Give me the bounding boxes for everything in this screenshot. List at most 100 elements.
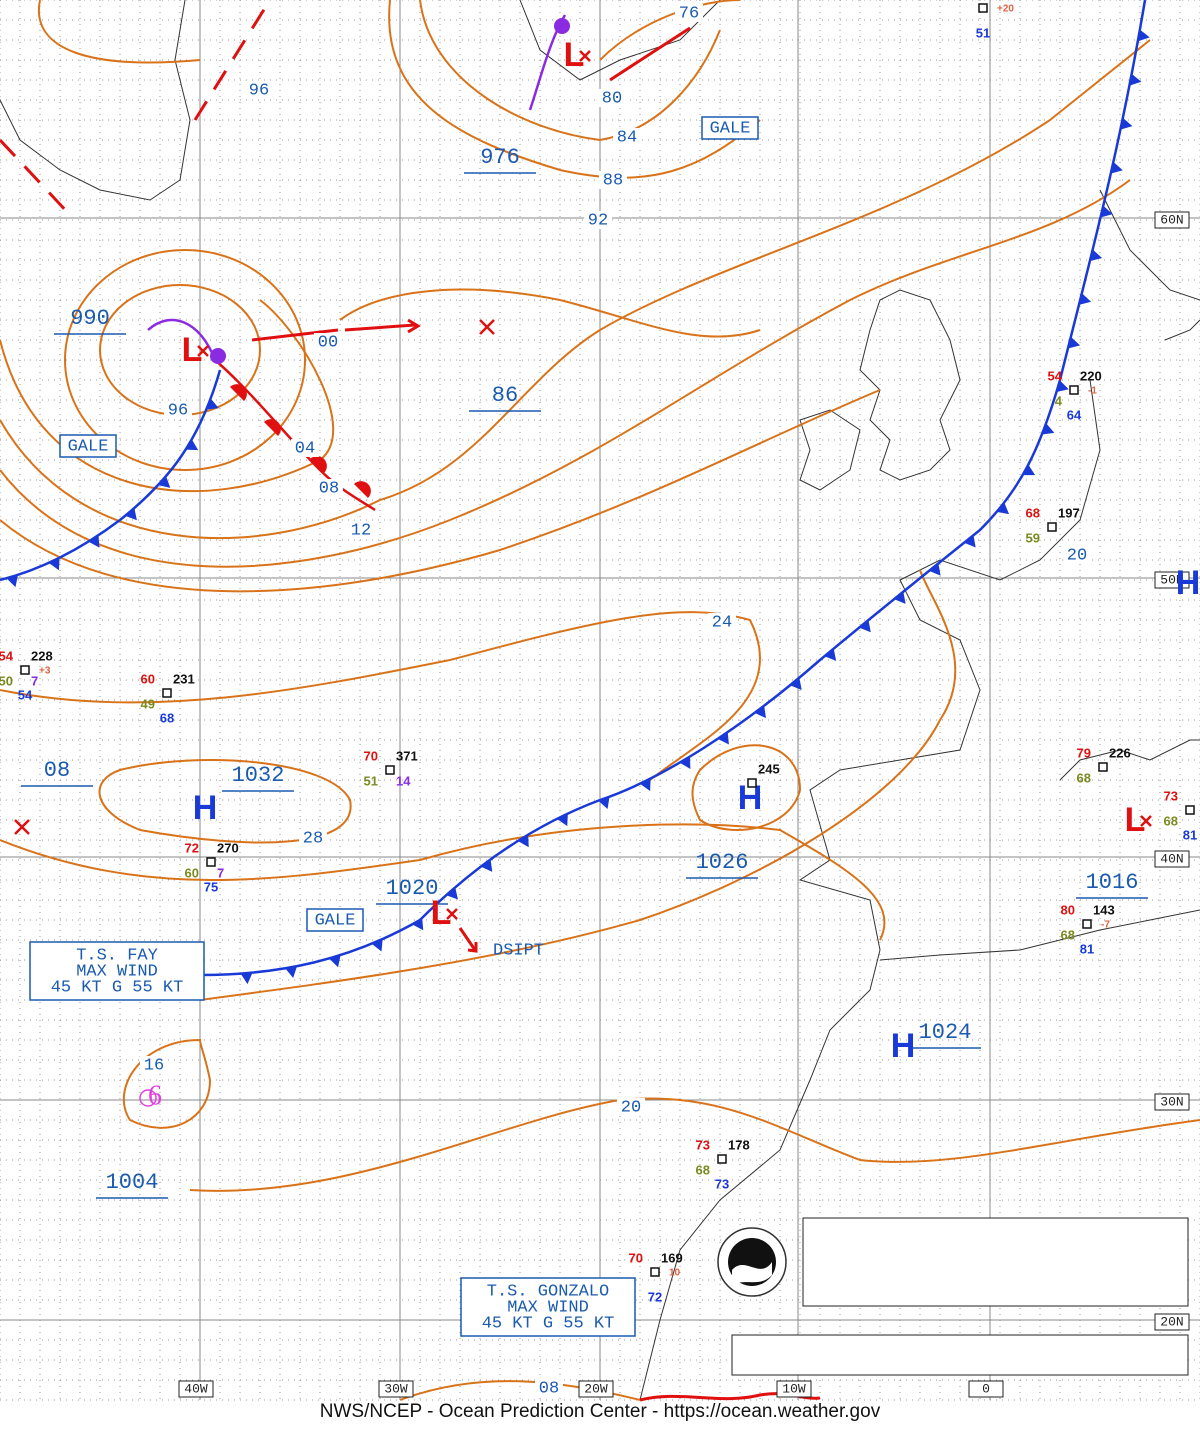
- warm-front-bump: [230, 384, 247, 401]
- cold-front-tooth: [88, 535, 100, 548]
- cold-front-tooth: [240, 972, 253, 985]
- station-sst: 72: [648, 1289, 662, 1304]
- station-dew: 68: [1164, 813, 1178, 828]
- station-temp: 68: [1026, 505, 1040, 520]
- storm-name: T.S. FAY: [76, 946, 158, 965]
- pressure-label: 1026: [696, 850, 749, 875]
- isobar-label-bg: [535, 1379, 563, 1397]
- cold-front-tooth: [285, 966, 298, 979]
- cold-front-tooth: [1120, 117, 1133, 130]
- station-id: 245: [758, 761, 780, 776]
- pressure-label: 86: [492, 383, 518, 408]
- pressure-label: 1020: [386, 876, 439, 901]
- isobar-label: 88: [603, 171, 623, 190]
- isobar-label: 16: [144, 1056, 164, 1075]
- isobar-label-bg: [598, 89, 626, 107]
- cold-front-tooth: [1129, 73, 1142, 86]
- cold-front-tooth: [790, 677, 802, 690]
- cold-front-tooth: [1089, 249, 1103, 262]
- footer: NWS/NCEP - Ocean Prediction Center - htt…: [320, 1401, 881, 1422]
- station: [978, 3, 988, 13]
- warning-box: [306, 908, 364, 932]
- cold-front-tooth: [824, 648, 837, 661]
- station: [1185, 805, 1195, 815]
- station-wave: 14: [396, 773, 411, 788]
- station-id: 270: [217, 840, 239, 855]
- low-x: [579, 50, 591, 62]
- station-sst: 81: [1080, 941, 1094, 956]
- track-label: DSIPT: [493, 941, 544, 960]
- station: [162, 688, 172, 698]
- station-temp: 79: [1077, 745, 1091, 760]
- lat-label: 20N: [1160, 1314, 1183, 1329]
- cold-front-tooth: [1041, 423, 1055, 435]
- station: [1098, 762, 1108, 772]
- cold-front-tooth: [679, 756, 691, 770]
- station-id: 197: [1058, 505, 1080, 520]
- lat-label-bg: [1154, 1093, 1190, 1111]
- station-temp: 60: [141, 671, 155, 686]
- station: [385, 765, 395, 775]
- isobar-label-bg: [599, 171, 627, 189]
- station-dew: 4: [1055, 393, 1063, 408]
- storm-name: T.S. GONZALO: [487, 1282, 609, 1301]
- isobar-label: 76: [679, 4, 699, 23]
- isobar-label-bg: [675, 4, 703, 22]
- station-tend: -1: [1088, 386, 1097, 397]
- warm-front-bump: [264, 419, 281, 436]
- station-temp: 73: [696, 1137, 710, 1152]
- cold-front-tooth: [412, 917, 424, 931]
- storm-line: 45 KT G 55 KT: [482, 1314, 615, 1333]
- cold-front-tooth: [446, 887, 458, 900]
- isobar-label: 08: [539, 1379, 559, 1398]
- low-x: [1140, 815, 1152, 827]
- lat-label-bg: [1154, 211, 1190, 229]
- isobar-label: 92: [588, 211, 608, 230]
- isobar-label: 80: [602, 89, 622, 108]
- pressure-label: 08: [44, 758, 70, 783]
- station-id: 371: [396, 748, 418, 763]
- lon-label-bg: [378, 1380, 414, 1398]
- station-temp: 54: [1048, 368, 1063, 383]
- station: [206, 857, 216, 867]
- pressure-label: 976: [480, 145, 520, 170]
- cold-front-tooth: [1067, 336, 1081, 349]
- storm-symbols: 6: [139, 1080, 162, 1111]
- cold-front-tooth: [717, 732, 729, 745]
- station-sst: 81: [1183, 827, 1197, 842]
- storm-line: MAX WIND: [76, 962, 158, 981]
- cold-front-tooth: [480, 859, 493, 872]
- isobar-label-bg: [1063, 546, 1091, 564]
- station: [747, 778, 757, 788]
- station-temp: 80: [1061, 902, 1075, 917]
- isobar-label: 20: [621, 1098, 641, 1117]
- cold-front-tooth: [557, 813, 568, 827]
- lon-label: 40W: [184, 1381, 208, 1396]
- station-tend: 10: [669, 1268, 681, 1279]
- cold-front-tooth: [1056, 380, 1069, 392]
- cold-front-tooth: [964, 535, 976, 548]
- station-sst: 51: [976, 25, 990, 40]
- high-center: H: [193, 789, 218, 827]
- logo: [717, 1227, 787, 1297]
- cold-front-tooth: [598, 796, 610, 810]
- station: [650, 1267, 660, 1277]
- station-sst: 68: [160, 710, 174, 725]
- pressure-label: 1016: [1086, 870, 1139, 895]
- warning-box: [701, 116, 759, 140]
- low-x: [197, 345, 209, 357]
- warm-front-bump: [354, 481, 371, 498]
- station-dew: 50: [0, 673, 13, 688]
- station-id: 143: [1093, 902, 1115, 917]
- station-sst: 64: [1067, 407, 1082, 422]
- storm-box: [460, 1277, 636, 1337]
- low-center: L: [564, 36, 585, 74]
- isobar-label-bg: [314, 333, 342, 351]
- isobar-label-bg: [584, 211, 612, 229]
- lon-label: 0: [982, 1381, 990, 1396]
- isobar-label-bg: [708, 613, 736, 631]
- station-dew: 60: [185, 865, 199, 880]
- lon-label: 10W: [782, 1381, 806, 1396]
- station-temp: 54: [0, 648, 14, 663]
